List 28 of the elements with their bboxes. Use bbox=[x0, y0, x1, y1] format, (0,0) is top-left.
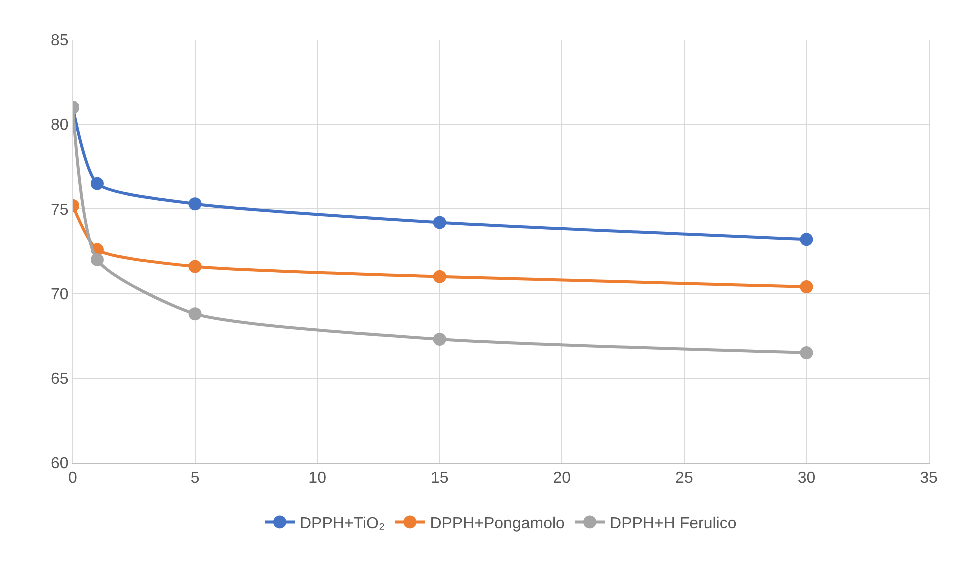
y-tick-label: 75 bbox=[51, 202, 69, 219]
point bbox=[188, 198, 202, 211]
legend-label: DPPH+Pongamolo bbox=[430, 515, 566, 532]
y-tick-label: 85 bbox=[51, 32, 69, 50]
point bbox=[90, 253, 104, 266]
point bbox=[433, 216, 446, 230]
point bbox=[800, 233, 814, 246]
point bbox=[188, 260, 202, 274]
x-tick-label: 15 bbox=[430, 470, 449, 488]
x-tick-label: 25 bbox=[676, 470, 694, 488]
x-tick-label: 30 bbox=[798, 470, 816, 488]
y-tick-label: 70 bbox=[51, 286, 69, 304]
legend-label: DPPH+TiO₂ bbox=[300, 515, 386, 532]
x-tick-label: 5 bbox=[190, 470, 200, 488]
x-tick-label: 35 bbox=[920, 470, 938, 488]
point bbox=[188, 308, 202, 321]
x-tick-label: 20 bbox=[553, 470, 572, 488]
legend-label: DPPH+H Ferulico bbox=[610, 515, 737, 532]
y-tick-label: 65 bbox=[51, 371, 69, 388]
point bbox=[800, 346, 814, 360]
point bbox=[90, 177, 104, 190]
y-tick-label: 60 bbox=[51, 456, 69, 473]
x-tick-label: 10 bbox=[308, 470, 327, 488]
x-tick-label: 0 bbox=[68, 470, 78, 488]
point bbox=[433, 332, 446, 346]
point bbox=[433, 270, 446, 284]
point bbox=[800, 280, 814, 294]
y-tick-label: 80 bbox=[51, 117, 69, 134]
